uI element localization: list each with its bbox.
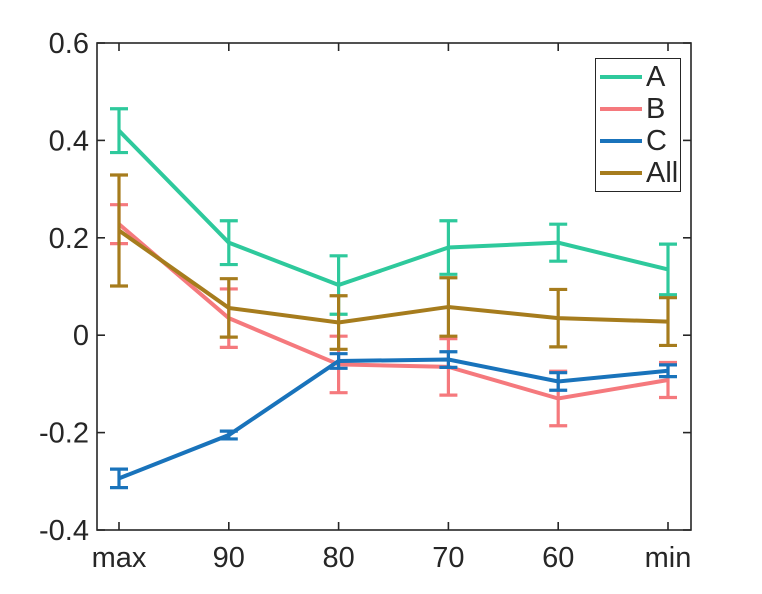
y-tick-label: 0.2: [49, 223, 89, 255]
legend-line-swatch-b: [600, 107, 642, 111]
series-line-all: [117, 228, 669, 325]
legend-label-a: A: [646, 60, 666, 93]
series-line-b: [117, 222, 669, 401]
y-tick-label: -0.4: [39, 515, 89, 547]
legend-line-swatch-a: [600, 75, 642, 79]
x-tick-label: max: [92, 542, 147, 574]
axes-box: [96, 42, 692, 531]
legend-label-c: C: [646, 124, 667, 157]
x-tick-label: 70: [432, 542, 464, 574]
x-tick-label: 90: [213, 542, 245, 574]
series-line-a: [117, 129, 669, 288]
legend-line-swatch-all: [600, 171, 642, 175]
x-tick-label: min: [645, 542, 692, 574]
legend-line-swatch-c: [600, 139, 642, 143]
series-line-c: [118, 357, 669, 481]
y-tick-label: 0.6: [49, 28, 89, 60]
legend-entry-b: B: [596, 93, 680, 125]
legend-entry-c: C: [596, 125, 680, 157]
y-tick-label: 0: [73, 320, 89, 352]
legend: A B C All: [595, 58, 681, 192]
x-tick-label: 60: [542, 542, 574, 574]
y-tick-label: 0.4: [49, 125, 89, 157]
legend-label-b: B: [646, 92, 666, 125]
legend-label-all: All: [646, 156, 679, 189]
y-tick-label: -0.2: [39, 418, 89, 450]
legend-entry-all: All: [596, 157, 680, 189]
x-tick-label: 80: [322, 542, 354, 574]
legend-entry-a: A: [596, 61, 680, 93]
